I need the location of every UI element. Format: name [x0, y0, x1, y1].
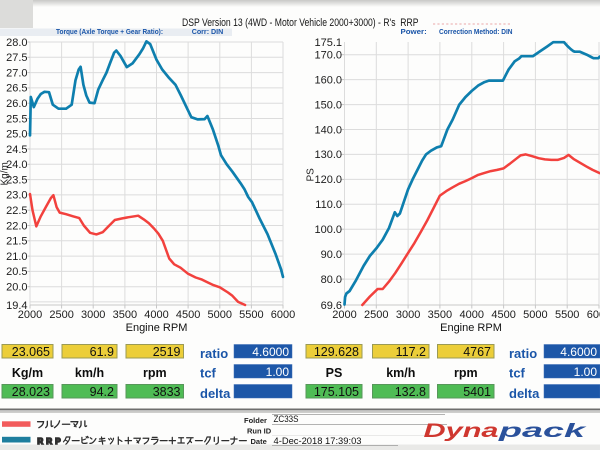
svg-text:4.6000: 4.6000 — [560, 345, 597, 359]
svg-text:6000: 6000 — [587, 309, 600, 321]
svg-text:2500: 2500 — [364, 309, 388, 321]
svg-text:5500: 5500 — [555, 309, 579, 321]
svg-text:23.5: 23.5 — [6, 174, 27, 186]
svg-text:ZC33S: ZC33S — [274, 414, 299, 424]
svg-text:PS: PS — [326, 366, 343, 380]
svg-text:5500: 5500 — [239, 309, 263, 321]
svg-text:km/h: km/h — [386, 366, 415, 380]
svg-text:Torque (Axle Torque + Gear Rat: Torque (Axle Torque + Gear Ratio): — [56, 27, 163, 36]
svg-text:PS: PS — [306, 168, 317, 182]
svg-text:4500: 4500 — [176, 309, 200, 321]
svg-text:61.9: 61.9 — [90, 345, 114, 359]
svg-text:ratio: ratio — [200, 346, 228, 361]
svg-text:5000: 5000 — [208, 309, 232, 321]
svg-text:80.0: 80.0 — [321, 274, 342, 286]
svg-text:21.0: 21.0 — [6, 251, 27, 263]
svg-text:tcf: tcf — [200, 365, 217, 380]
svg-text:150.0: 150.0 — [314, 99, 342, 111]
svg-text:pack: pack — [497, 421, 588, 442]
svg-text:24.0: 24.0 — [6, 159, 27, 171]
svg-text:20.5: 20.5 — [6, 266, 27, 278]
svg-text:120.0: 120.0 — [314, 174, 342, 186]
svg-text:3500: 3500 — [428, 309, 452, 321]
svg-text:132.8: 132.8 — [395, 385, 426, 399]
svg-text:Power:: Power: — [401, 27, 427, 36]
svg-text:rpm: rpm — [143, 366, 167, 380]
svg-text:23.065: 23.065 — [12, 345, 50, 359]
svg-text:20.0: 20.0 — [6, 282, 27, 294]
svg-text:2000: 2000 — [18, 309, 42, 321]
svg-text:3833: 3833 — [153, 385, 181, 399]
svg-text:4.6000: 4.6000 — [252, 345, 289, 359]
svg-text:94.2: 94.2 — [90, 385, 114, 399]
svg-text:100.0: 100.0 — [314, 224, 342, 236]
svg-text:110.0: 110.0 — [315, 199, 342, 211]
svg-text:28.0: 28.0 — [6, 37, 27, 49]
svg-text:4-Dec-2018 17:39:03: 4-Dec-2018 17:39:03 — [274, 436, 362, 446]
svg-text:DSP Version 13 (4WD - Motor Ve: DSP Version 13 (4WD - Motor Vehicle 2000… — [182, 17, 419, 29]
svg-text:delta: delta — [509, 386, 540, 401]
svg-text:2500: 2500 — [49, 309, 73, 321]
svg-text:25.5: 25.5 — [6, 113, 27, 125]
svg-text:Kg/m: Kg/m — [0, 162, 11, 185]
svg-text:175.1: 175.1 — [314, 37, 342, 49]
svg-text:170.0: 170.0 — [314, 50, 342, 62]
svg-text:P: P — [55, 437, 61, 446]
svg-text:130.0: 130.0 — [314, 149, 342, 161]
svg-text:Folder: Folder — [244, 416, 267, 425]
svg-text:117.2: 117.2 — [396, 345, 426, 359]
svg-text:23.0: 23.0 — [6, 190, 27, 202]
svg-text:2519: 2519 — [153, 345, 181, 359]
svg-text:Engine RPM: Engine RPM — [126, 322, 188, 334]
svg-text:160.0: 160.0 — [314, 74, 342, 86]
svg-text:R: R — [46, 437, 52, 446]
svg-text:3500: 3500 — [113, 309, 137, 321]
svg-text:Run ID: Run ID — [247, 427, 272, 436]
svg-text:21.5: 21.5 — [6, 236, 27, 248]
svg-text:27.5: 27.5 — [6, 52, 27, 64]
svg-text:28.023: 28.023 — [12, 385, 50, 399]
svg-text:Dyna: Dyna — [424, 421, 500, 442]
svg-text:25.0: 25.0 — [6, 129, 27, 141]
svg-text:4000: 4000 — [144, 309, 168, 321]
svg-text:rpm: rpm — [454, 366, 478, 380]
svg-text:Kg/m: Kg/m — [12, 366, 43, 380]
svg-text:22.0: 22.0 — [6, 220, 27, 232]
svg-text:Date: Date — [251, 437, 267, 446]
svg-text:26.0: 26.0 — [6, 98, 27, 110]
svg-text:3000: 3000 — [396, 309, 420, 321]
svg-text:km/h: km/h — [75, 366, 104, 380]
svg-text:6000: 6000 — [271, 309, 295, 321]
svg-text:3000: 3000 — [81, 309, 105, 321]
svg-text:4500: 4500 — [491, 309, 515, 321]
svg-text:19.4: 19.4 — [6, 300, 27, 312]
svg-text:69.6: 69.6 — [321, 300, 342, 312]
svg-text:24.5: 24.5 — [6, 144, 27, 156]
svg-text:1.00: 1.00 — [574, 365, 598, 379]
svg-text:delta: delta — [200, 386, 231, 401]
svg-text:ratio: ratio — [509, 346, 537, 361]
svg-text:Correction Method: DIN: Correction Method: DIN — [439, 27, 513, 36]
svg-text:5000: 5000 — [523, 309, 547, 321]
svg-text:129.628: 129.628 — [314, 345, 359, 359]
svg-text:tcf: tcf — [509, 365, 526, 380]
svg-text:5401: 5401 — [463, 385, 491, 399]
svg-text:26.5: 26.5 — [6, 83, 27, 95]
svg-text:27.0: 27.0 — [6, 67, 27, 79]
svg-text:2000: 2000 — [332, 309, 356, 321]
svg-text:175.105: 175.105 — [314, 385, 359, 399]
svg-text:Engine RPM: Engine RPM — [440, 322, 502, 334]
svg-text:22.5: 22.5 — [6, 205, 27, 217]
svg-text:4767: 4767 — [463, 345, 491, 359]
svg-text:Corr: DIN: Corr: DIN — [192, 27, 224, 36]
svg-text:4000: 4000 — [460, 309, 484, 321]
svg-text:140.0: 140.0 — [314, 124, 342, 136]
svg-text:1.00: 1.00 — [266, 365, 290, 379]
svg-text:90.0: 90.0 — [321, 249, 342, 261]
svg-text:R: R — [37, 437, 43, 446]
